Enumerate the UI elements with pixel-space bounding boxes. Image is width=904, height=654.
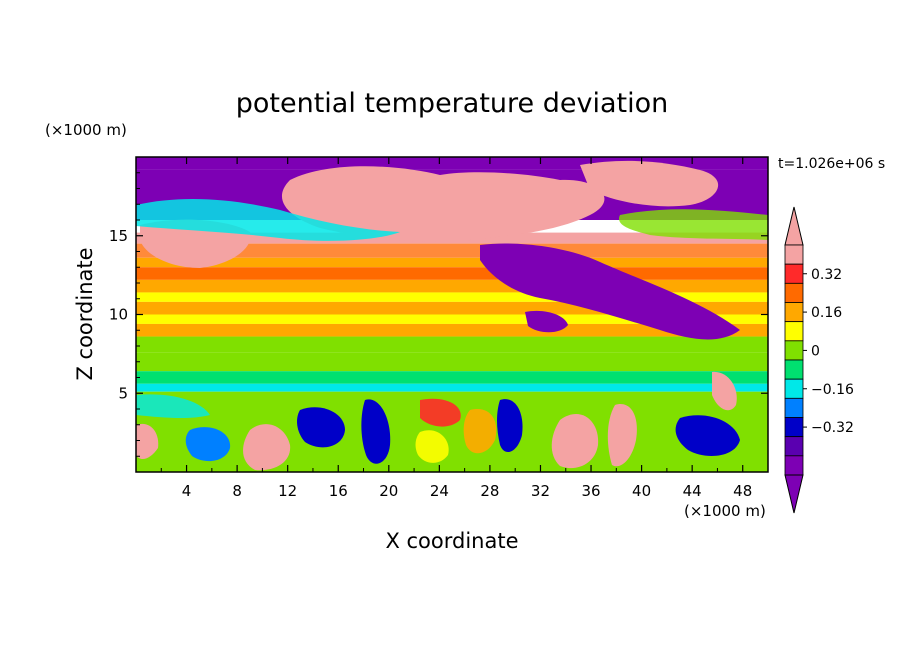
x-tick-label: 20 [379, 482, 398, 500]
colorbar-swatch [784, 397, 804, 418]
upper-pink-cloud-right [580, 160, 719, 207]
lower-cyan-left [136, 394, 210, 419]
green-upper-edge [619, 209, 768, 240]
upper-pink-cloud [281, 166, 605, 242]
lower-pink-plume-2 [551, 414, 599, 469]
colorbar-swatch [784, 282, 804, 303]
x-tick-label: 44 [683, 482, 702, 500]
colorbar-swatch [784, 378, 804, 399]
heatmap-band [136, 257, 768, 268]
colorbar-swatch [784, 359, 804, 380]
x-tick-label: 12 [278, 482, 297, 500]
violet-intrusion [480, 243, 740, 340]
heatmap-band [136, 267, 768, 280]
colorbar-over-triangle [784, 206, 804, 246]
heatmap-band [136, 352, 768, 372]
colorbar-label: −0.32 [811, 420, 854, 436]
y-tick-label: 10 [109, 306, 128, 324]
heatmap-band [136, 371, 768, 384]
colorbar-swatch [784, 417, 804, 438]
x-axis-label: X coordinate [385, 529, 518, 553]
lower-pink-plume-1 [243, 424, 291, 471]
lower-pink-left [136, 423, 159, 460]
heatmap-band [136, 336, 768, 353]
heatmap-band [136, 292, 768, 302]
colorbar-label: −0.16 [811, 382, 854, 398]
heatmap-band [136, 314, 768, 324]
x-tick-label: 8 [232, 482, 242, 500]
lower-blue-eddy-3 [185, 427, 231, 462]
x-unit-label: (×1000 m) [684, 502, 766, 520]
x-axis: 4 8 12 16 20 24 28 32 36 40 44 48 [160, 157, 752, 500]
colorbar-label: 0 [811, 343, 820, 359]
colorbar-label: 0.32 [811, 267, 842, 283]
cyan-upper-edge [136, 198, 400, 241]
colorbar-label: 0.16 [811, 305, 842, 321]
heatmap-band [136, 323, 768, 337]
y-tick-label: 15 [109, 227, 128, 245]
heatmap-band [136, 279, 768, 293]
y-axis: 5 10 15 [109, 172, 768, 457]
heatmap-plot [136, 157, 768, 472]
y-unit-label: (×1000 m) [45, 121, 127, 139]
colorbar-swatch [784, 321, 804, 342]
x-tick-label: 28 [480, 482, 499, 500]
lower-pink-right [712, 371, 737, 411]
colorbar-swatch [784, 244, 804, 265]
violet-patch [525, 310, 568, 333]
x-tick-label: 36 [581, 482, 600, 500]
lower-pink-plume-3 [607, 404, 637, 467]
lower-blue-eddy-4 [675, 415, 740, 456]
colorbar-under-triangle [784, 474, 804, 514]
x-tick-label: 32 [531, 482, 550, 500]
y-tick-label: 5 [118, 384, 128, 402]
lower-yellow-swirl [415, 430, 449, 463]
lower-blue-eddy-1 [297, 407, 345, 448]
y-axis-label: Z coordinate [73, 247, 97, 380]
lower-red-swirl-1 [420, 398, 461, 427]
lower-blue-eddy-2 [361, 399, 391, 464]
lower-blue-eddy-5 [497, 399, 523, 453]
x-tick-label: 16 [329, 482, 348, 500]
colorbar-swatch [784, 455, 804, 476]
x-tick-label: 24 [430, 482, 449, 500]
heatmap-band [136, 383, 768, 392]
colorbar: 0.32 0.16 0 −0.16 −0.32 [784, 206, 854, 514]
x-tick-label: 4 [182, 482, 192, 500]
heatmap-band [136, 243, 768, 258]
chart-title: potential temperature deviation [236, 88, 668, 119]
x-tick-label: 48 [733, 482, 752, 500]
x-tick-label: 40 [632, 482, 651, 500]
lower-orange-swirl [463, 409, 497, 454]
colorbar-swatch [784, 436, 804, 457]
colorbar-swatch [784, 302, 804, 323]
colorbar-swatch [784, 263, 804, 284]
time-label: t=1.026e+06 s [778, 156, 885, 172]
colorbar-swatch [784, 340, 804, 361]
